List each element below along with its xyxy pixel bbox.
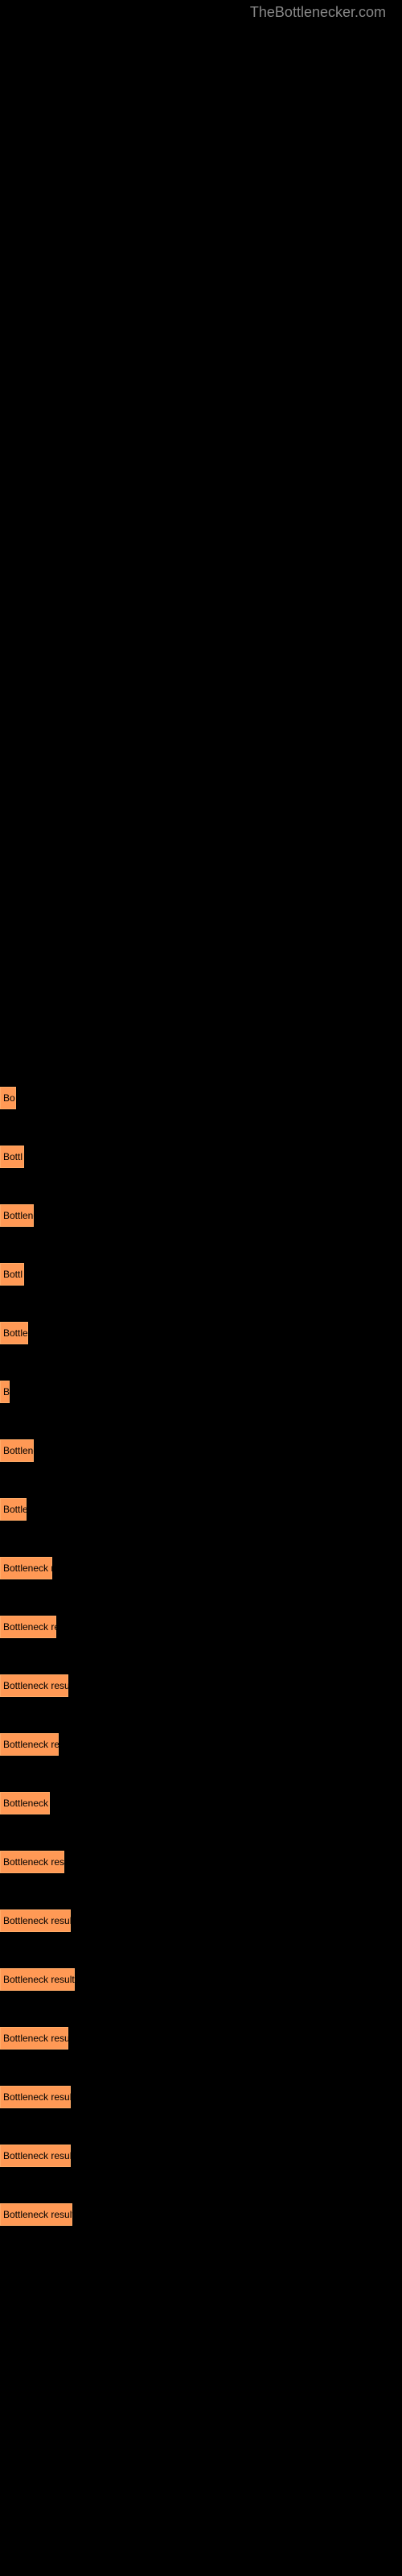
- bottleneck-bar: Bottleneck resul: [0, 1851, 64, 1873]
- bottleneck-bar: Bottleneck result: [0, 2203, 72, 2226]
- bar-label: Bottleneck res: [3, 1621, 64, 1633]
- bar-section: Bottleneck result: [0, 1674, 402, 1697]
- bar-label: Bottleneck result: [3, 1680, 75, 1691]
- bar-section: Bottl: [0, 1146, 402, 1168]
- bars-container: BoBottlBottleneBottlBottleBBottleneBottl…: [0, 0, 402, 2226]
- bottleneck-bar: Bottleneck re: [0, 1557, 52, 1579]
- bar-section: Bo: [0, 1087, 402, 1109]
- bottleneck-bar: Bottleneck res: [0, 1733, 59, 1756]
- bar-label: B: [3, 1386, 10, 1397]
- bottleneck-bar: Bottleneck r: [0, 1792, 50, 1814]
- bottleneck-bar: Bottleneck result: [0, 2086, 71, 2108]
- bar-label: Bottleneck res: [3, 1739, 64, 1750]
- bottleneck-bar: Bo: [0, 1087, 16, 1109]
- bar-section: Bottlene: [0, 1204, 402, 1227]
- bar-label: Bottle: [3, 1327, 28, 1339]
- watermark-text: TheBottlenecker.com: [250, 4, 386, 21]
- bottleneck-bar: Bottleneck result: [0, 1674, 68, 1697]
- bottleneck-bar: Bottleneck result: [0, 2027, 68, 2050]
- bottleneck-bar: Bottleneck result: [0, 2145, 71, 2167]
- bar-label: Bottleneck result: [3, 2150, 75, 2161]
- bar-section: Bottle: [0, 1498, 402, 1521]
- bar-label: Bottl: [3, 1269, 23, 1280]
- bar-section: Bottleneck res: [0, 1616, 402, 1638]
- bar-section: Bottleneck re: [0, 1557, 402, 1579]
- bar-section: Bottleneck res: [0, 1733, 402, 1756]
- bottleneck-bar: Bottleneck res: [0, 1616, 56, 1638]
- bar-label: Bottleneck r: [3, 1798, 54, 1809]
- bar-section: Bottleneck result: [0, 2203, 402, 2226]
- bottleneck-bar: Bottleneck result: [0, 1968, 75, 1991]
- bar-section: Bottleneck resul: [0, 1851, 402, 1873]
- bar-label: Bottleneck result: [3, 2033, 75, 2044]
- bottleneck-bar: Bottle: [0, 1322, 28, 1344]
- bar-label: Bottleneck result: [3, 1974, 75, 1985]
- bar-label: Bottlene: [3, 1445, 39, 1456]
- bar-section: B: [0, 1381, 402, 1403]
- bar-section: Bottleneck result: [0, 2086, 402, 2108]
- bottleneck-bar: Bottlene: [0, 1439, 34, 1462]
- bar-section: Bottle: [0, 1322, 402, 1344]
- bar-label: Bottlene: [3, 1210, 39, 1221]
- bar-label: Bottleneck result: [3, 2209, 75, 2220]
- bar-label: Bottleneck re: [3, 1563, 59, 1574]
- bar-section: Bottleneck r: [0, 1792, 402, 1814]
- bar-section: Bottleneck result: [0, 1909, 402, 1932]
- bar-section: Bottleneck result: [0, 1968, 402, 1991]
- bar-section: Bottleneck result: [0, 2027, 402, 2050]
- bar-section: Bottleneck result: [0, 2145, 402, 2167]
- bar-label: Bottleneck result: [3, 2091, 75, 2103]
- bottleneck-bar: Bottlene: [0, 1204, 34, 1227]
- bottleneck-bar: Bottleneck result: [0, 1909, 71, 1932]
- bar-label: Bottl: [3, 1151, 23, 1162]
- bar-label: Bo: [3, 1092, 15, 1104]
- bar-section: Bottl: [0, 1263, 402, 1286]
- bar-label: Bottleneck result: [3, 1915, 75, 1926]
- bar-section: Bottlene: [0, 1439, 402, 1462]
- bottleneck-bar: Bottle: [0, 1498, 27, 1521]
- bottleneck-bar: Bottl: [0, 1146, 24, 1168]
- bottleneck-bar: Bottl: [0, 1263, 24, 1286]
- bottleneck-bar: B: [0, 1381, 10, 1403]
- bar-label: Bottle: [3, 1504, 28, 1515]
- bar-label: Bottleneck resul: [3, 1856, 72, 1868]
